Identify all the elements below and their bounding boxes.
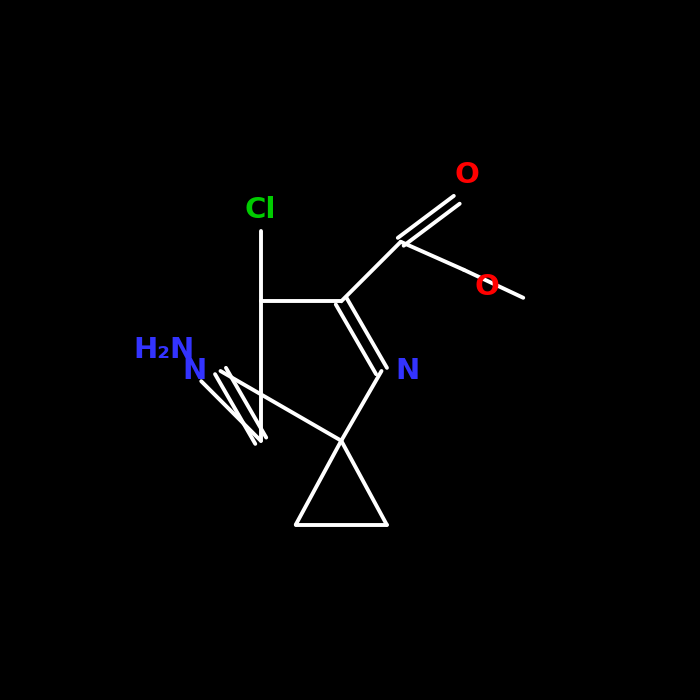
Text: O: O [475, 273, 499, 301]
Text: Cl: Cl [245, 196, 276, 224]
Text: H₂N: H₂N [133, 336, 194, 364]
Text: N: N [395, 357, 420, 385]
Text: N: N [182, 357, 206, 385]
Text: O: O [455, 161, 480, 189]
